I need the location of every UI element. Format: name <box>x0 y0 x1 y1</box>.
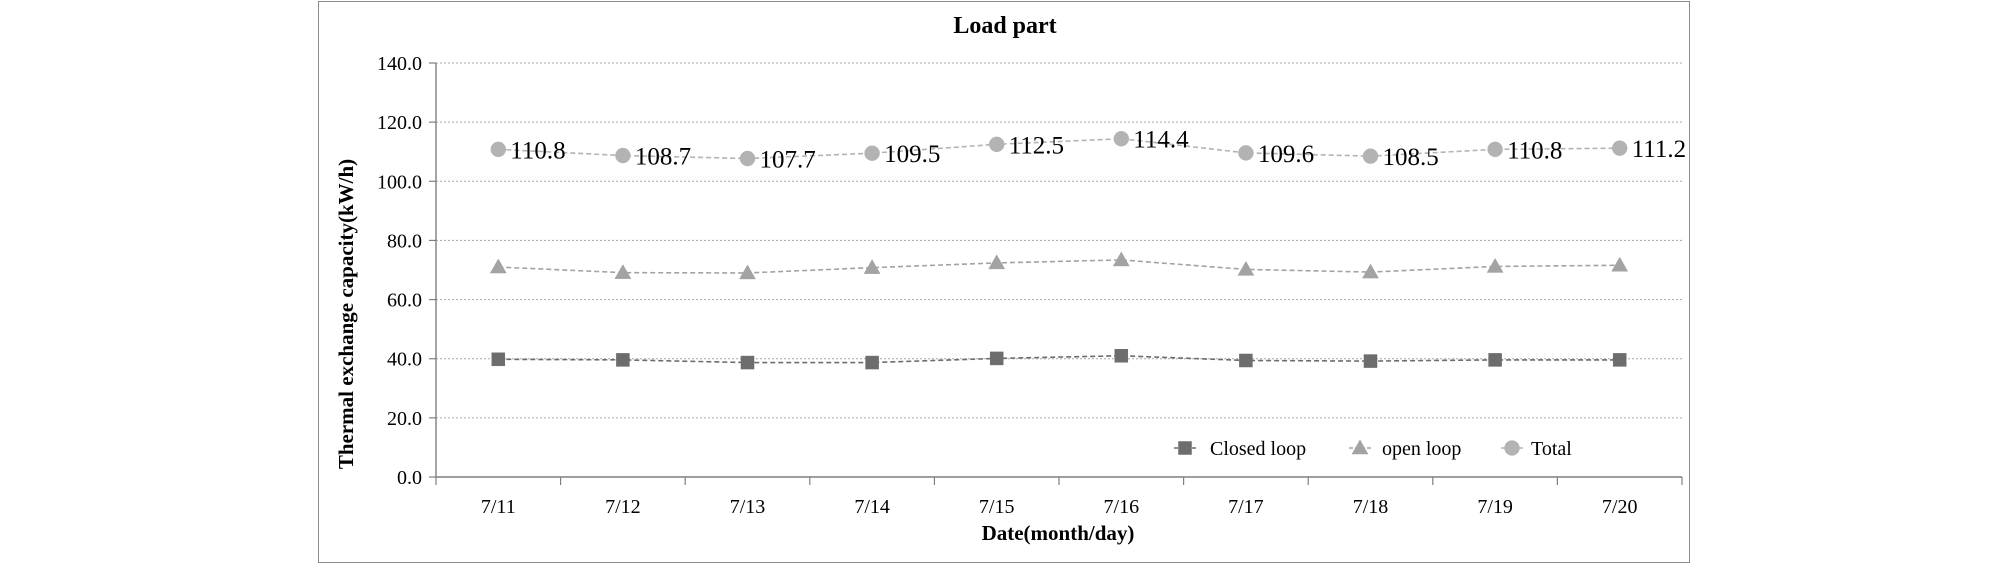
legend-item: open loop <box>1349 438 1461 460</box>
legend: Closed loop open loop Total <box>1174 438 1572 460</box>
data-point <box>1487 141 1503 158</box>
data-point <box>1488 353 1502 367</box>
x-tick-label: 7/12 <box>605 496 641 518</box>
data-point <box>1362 263 1379 279</box>
data-label: 109.6 <box>1258 141 1314 168</box>
series-circle <box>490 130 1628 167</box>
y-tick-label: 80.0 <box>387 230 422 252</box>
data-label: 107.7 <box>760 147 816 174</box>
series-triangle <box>489 251 1629 280</box>
data-point <box>1362 148 1379 164</box>
data-labels: 110.8 108.7 107.7 109.5 112.5 114.4 109.6 108.5… <box>510 127 1686 174</box>
y-tick-label: 0.0 <box>397 467 422 489</box>
x-axis-title: Date(month/day) <box>982 521 1135 545</box>
data-point <box>614 264 632 279</box>
data-point <box>1363 354 1378 368</box>
data-point <box>1612 353 1627 367</box>
data-point <box>864 145 880 161</box>
data-point <box>739 264 756 280</box>
series-line <box>498 137 1620 160</box>
data-point <box>1237 260 1255 276</box>
y-tick-label: 140.0 <box>377 53 422 75</box>
data-point <box>1238 145 1254 161</box>
data-point <box>615 147 631 164</box>
series-line <box>498 259 1620 274</box>
data-point <box>1113 130 1130 147</box>
data-point <box>1239 353 1253 368</box>
data-point <box>489 258 507 274</box>
legend-marker <box>1504 440 1520 456</box>
data-point <box>490 141 507 158</box>
x-tick-label: 7/20 <box>1602 496 1638 518</box>
legend-item: Total <box>1501 438 1572 460</box>
x-tick-label: 7/13 <box>730 496 766 518</box>
data-label: 111.2 <box>1632 136 1686 163</box>
x-tick-label: 7/11 <box>481 496 516 518</box>
x-tick-label: 7/17 <box>1228 496 1264 518</box>
legend-label: Total <box>1531 438 1572 460</box>
data-point <box>740 355 755 370</box>
data-label: 109.5 <box>884 141 940 168</box>
series-line <box>498 354 1620 364</box>
y-tick-label: 20.0 <box>387 408 422 430</box>
x-tick-label: 7/18 <box>1353 496 1389 518</box>
data-point <box>739 150 756 167</box>
data-point <box>989 351 1004 366</box>
data-point <box>616 353 630 367</box>
x-tick-label: 7/15 <box>979 496 1015 518</box>
y-tick-label: 40.0 <box>387 349 422 371</box>
legend-item: Closed loop <box>1174 438 1306 460</box>
data-label: 112.5 <box>1009 132 1064 159</box>
data-point <box>1486 257 1504 273</box>
y-tick-label: 60.0 <box>387 290 422 312</box>
data-label: 108.7 <box>635 144 691 171</box>
chart-title: Load part <box>953 13 1056 39</box>
data-label: 110.8 <box>1507 137 1562 164</box>
legend-label: Closed loop <box>1210 438 1306 460</box>
data-point <box>1112 251 1130 267</box>
data-label: 110.8 <box>510 137 565 164</box>
axes: 0.0 20.0 40.0 60.0 80.0 100.0 120.0 140.0 7/11 7/… <box>377 53 1683 518</box>
y-tick-label: 100.0 <box>377 171 422 193</box>
data-label: 114.4 <box>1133 127 1189 154</box>
data-point <box>1611 256 1629 272</box>
x-tick-label: 7/16 <box>1104 496 1140 518</box>
legend-marker <box>1178 441 1192 455</box>
data-point <box>988 254 1006 270</box>
series-group <box>489 130 1629 370</box>
legend-marker <box>1351 439 1369 455</box>
data-label: 108.5 <box>1383 144 1439 171</box>
y-tick-label: 120.0 <box>377 112 422 134</box>
x-tick-label: 7/19 <box>1477 496 1513 518</box>
data-point <box>988 136 1005 153</box>
data-point <box>863 259 881 274</box>
data-point <box>1114 349 1129 363</box>
legend-label: open loop <box>1382 438 1461 460</box>
data-point <box>1611 140 1628 156</box>
x-tick-label: 7/14 <box>854 496 890 518</box>
data-point <box>491 352 506 367</box>
series-square <box>491 349 1627 370</box>
y-axis-title: Thermal exchange capacity(kW/h) <box>334 159 358 469</box>
chart-frame <box>318 1 1690 563</box>
data-point <box>865 355 879 370</box>
